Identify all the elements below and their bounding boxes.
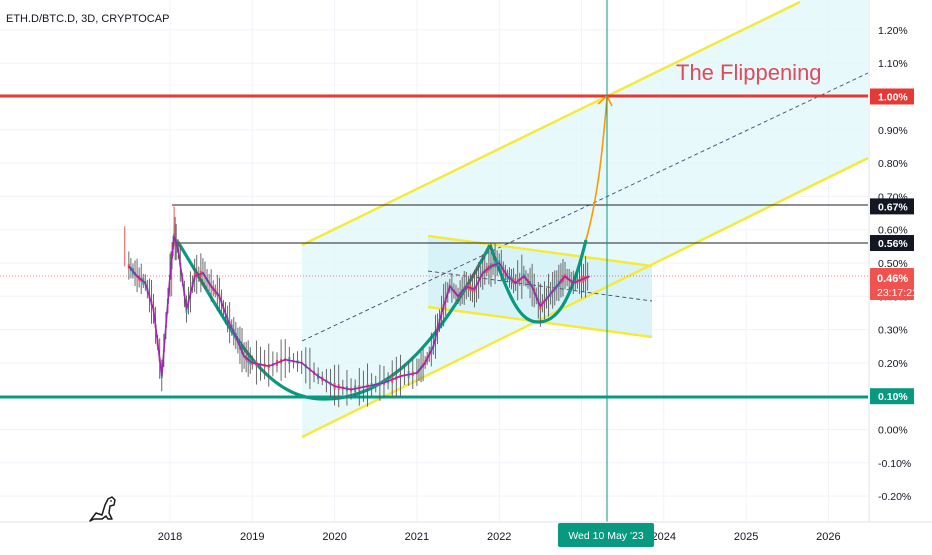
time-tick-label: 2021 (405, 531, 429, 543)
big-cup-curve[interactable] (176, 241, 492, 401)
time-tick-label: 2019 (240, 531, 264, 543)
rising-channel-fill (302, 0, 868, 437)
level-badge-bg (870, 388, 914, 405)
level-badge-bg (870, 198, 914, 215)
crosshair-date-badge: Wed 10 May '23 (558, 523, 654, 547)
time-tick-label: 2024 (652, 531, 676, 543)
time-axis[interactable]: 201820192020202120222023202420252026 (0, 521, 932, 543)
time-tick-label: 2025 (734, 531, 758, 543)
time-tick-label: 2022 (487, 531, 511, 543)
level-badge-bg (870, 88, 914, 105)
level-badge-label: 0.67% (878, 201, 908, 213)
price-tick-label: 0.00% (878, 425, 908, 437)
small-cup-curve[interactable] (488, 239, 588, 324)
time-tick-label: 2020 (322, 531, 346, 543)
level-badge-label: 1.00% (878, 92, 908, 104)
current-price-label: 0.46% (877, 273, 908, 285)
price-tick-label: 0.80% (878, 158, 908, 170)
price-tick-label: 0.90% (878, 125, 908, 137)
time-tick-label: 2018 (158, 531, 182, 543)
falling-channel-upper[interactable] (427, 234, 653, 268)
price-tick-label: 0.50% (878, 258, 908, 270)
symbol-title[interactable]: ETH.D/BTC.D, 3D, CRYPTOCAP (6, 13, 169, 25)
current-price-badge: 0.46% 23:17:21 (870, 268, 918, 300)
price-tick-label: 0.60% (878, 225, 908, 237)
time-tick-label: 2026 (816, 531, 840, 543)
price-tick-label: 0.30% (878, 325, 908, 337)
price-line (128, 236, 590, 391)
level-badge-label: 0.56% (878, 238, 908, 250)
level-badges: 1.00% 0.67% 0.56% 0.10% (870, 88, 914, 405)
price-series (128, 236, 590, 391)
channel-upper-line[interactable] (301, 0, 801, 247)
price-axis[interactable]: 1.20%1.10%1.00%0.90%0.80%0.70%0.60%0.50%… (868, 0, 911, 522)
price-tick-label: 0.20% (878, 358, 908, 370)
price-tick-label: -0.20% (878, 491, 911, 503)
dinosaur-logo-icon[interactable] (89, 496, 116, 522)
price-tick-label: -0.10% (878, 458, 911, 470)
countdown-timer: 23:17:21 (877, 287, 918, 299)
crosshair-date-label: Wed 10 May '23 (568, 530, 644, 542)
level-badge-label: 0.10% (878, 391, 908, 403)
flippening-headline[interactable]: The Flippening (676, 60, 822, 85)
channel-mid-line[interactable] (301, 72, 869, 342)
projection-arrow-path[interactable] (585, 97, 608, 241)
price-tick-label: 1.10% (878, 58, 908, 70)
price-tick-label: 1.20% (878, 25, 908, 37)
level-badge-bg (870, 235, 914, 252)
